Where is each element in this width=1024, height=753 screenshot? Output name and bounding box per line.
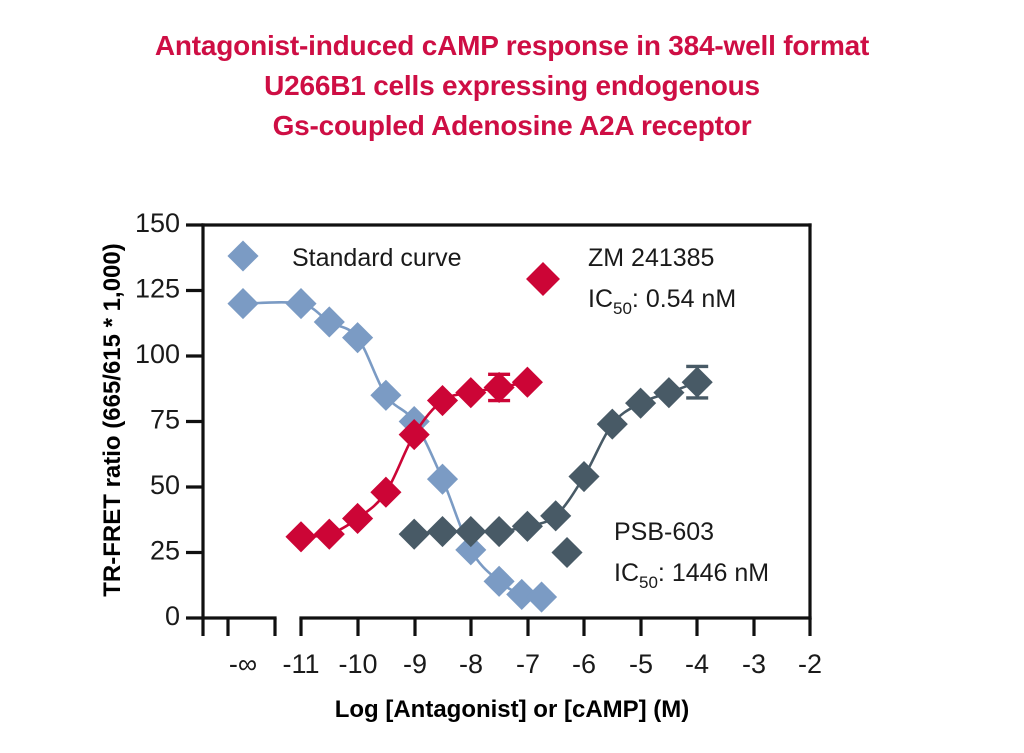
- data-point-marker: [511, 510, 543, 542]
- x-tick-label-minus-infinity: -∞: [229, 649, 257, 679]
- zm241385-ic50-prefix: IC: [588, 285, 613, 313]
- chart-title-line-2: U266B1 cells expressing endogenous: [264, 69, 760, 101]
- data-series-layer: [227, 288, 713, 613]
- chart-title: Antagonist-induced cAMP response in 384-…: [0, 26, 1024, 145]
- data-point-marker: [342, 322, 374, 354]
- zm241385-ic50-value: : 0.54 nM: [632, 285, 736, 313]
- psb603-ic50-prefix: IC: [614, 559, 639, 587]
- zm241385-ic50-subscript: 50: [613, 299, 632, 318]
- data-point-marker: [525, 581, 558, 613]
- psb603-ic50-text: IC50: 1446 nM: [614, 559, 769, 592]
- data-point-marker: [285, 288, 317, 320]
- y-tick-label-50: 50: [150, 470, 180, 500]
- data-point-marker: [426, 384, 459, 417]
- y-tick-label-25: 25: [150, 536, 180, 566]
- annotation-psb603: PSB-603 IC50: 1446 nM: [614, 518, 769, 592]
- chart-title-line-3: Gs-coupled Adenosine A2A receptor: [272, 109, 752, 141]
- data-point-marker: [551, 536, 583, 569]
- y-tick-label-100: 100: [135, 339, 180, 369]
- y-axis-title: TR-FRET ratio (665/615 * 1,000): [99, 243, 126, 596]
- legend-zm241385: ZM 241385 IC50: 0.54 nM: [526, 244, 736, 318]
- x-tick-label-minus-3: -3: [742, 649, 766, 679]
- x-tick-label-minus-4: -4: [685, 649, 709, 679]
- data-point-marker: [455, 515, 487, 548]
- data-point-marker: [370, 379, 402, 411]
- zm241385-legend-label: ZM 241385: [588, 244, 714, 272]
- data-point-marker: [511, 366, 543, 398]
- zm241385-ic50-text: IC50: 0.54 nM: [588, 285, 736, 318]
- data-point-marker: [398, 518, 430, 550]
- data-point-marker: [313, 518, 345, 550]
- series-fit-line: [241, 300, 543, 599]
- series-zm-241385: [285, 366, 543, 553]
- data-point-marker: [483, 515, 515, 548]
- standard-curve-legend-marker-icon: [227, 240, 259, 272]
- data-point-marker: [370, 476, 402, 508]
- data-point-marker: [681, 366, 713, 398]
- data-point-marker: [227, 288, 259, 320]
- x-tick-label-minus-6: -6: [572, 649, 596, 679]
- x-axis-ticks: -∞ -11 -10 -9 -8 -7 -6 -5 -4 -3 -2: [201, 618, 822, 679]
- chart-title-line-1: Antagonist-induced cAMP response in 384-…: [154, 30, 870, 61]
- y-tick-label-125: 125: [135, 274, 180, 304]
- series-fit-line: [299, 380, 529, 539]
- x-tick-label-minus-7: -7: [516, 649, 540, 679]
- data-point-marker: [483, 565, 515, 597]
- series-standard-curve: [227, 288, 558, 613]
- x-tick-label-minus-11: -11: [282, 649, 319, 679]
- data-point-marker: [285, 521, 317, 553]
- y-axis-ticks: 0 25 50 75 100 125 150: [135, 208, 203, 631]
- psb603-label: PSB-603: [614, 518, 714, 546]
- psb603-ic50-subscript: 50: [639, 573, 658, 592]
- y-tick-label-75: 75: [150, 405, 180, 435]
- x-tick-label-minus-9: -9: [403, 649, 427, 679]
- data-point-marker: [398, 419, 430, 451]
- psb603-ic50-value: : 1446 nM: [658, 559, 769, 587]
- y-tick-label-0: 0: [165, 601, 180, 631]
- data-point-marker: [455, 534, 487, 566]
- data-point-marker: [426, 515, 459, 548]
- data-point-marker: [313, 306, 345, 338]
- data-point-marker: [426, 463, 459, 495]
- data-point-marker: [342, 502, 374, 534]
- standard-curve-legend-label: Standard curve: [292, 244, 462, 272]
- data-point-marker: [596, 408, 628, 440]
- data-point-marker: [455, 377, 487, 409]
- data-point-marker: [625, 387, 657, 419]
- x-tick-label-minus-2: -2: [798, 649, 822, 679]
- x-tick-label-minus-8: -8: [459, 649, 483, 679]
- data-point-marker: [653, 377, 685, 409]
- x-axis-title: Log [Antagonist] or [cAMP] (M): [335, 696, 690, 723]
- x-tick-label-minus-10: -10: [338, 649, 377, 679]
- y-tick-label-150: 150: [135, 208, 180, 238]
- zm241385-legend-marker-icon: [526, 262, 560, 296]
- data-point-marker: [483, 371, 515, 403]
- legend-standard-curve: Standard curve: [227, 240, 462, 272]
- data-point-marker: [568, 460, 600, 493]
- x-tick-label-minus-5: -5: [629, 649, 653, 679]
